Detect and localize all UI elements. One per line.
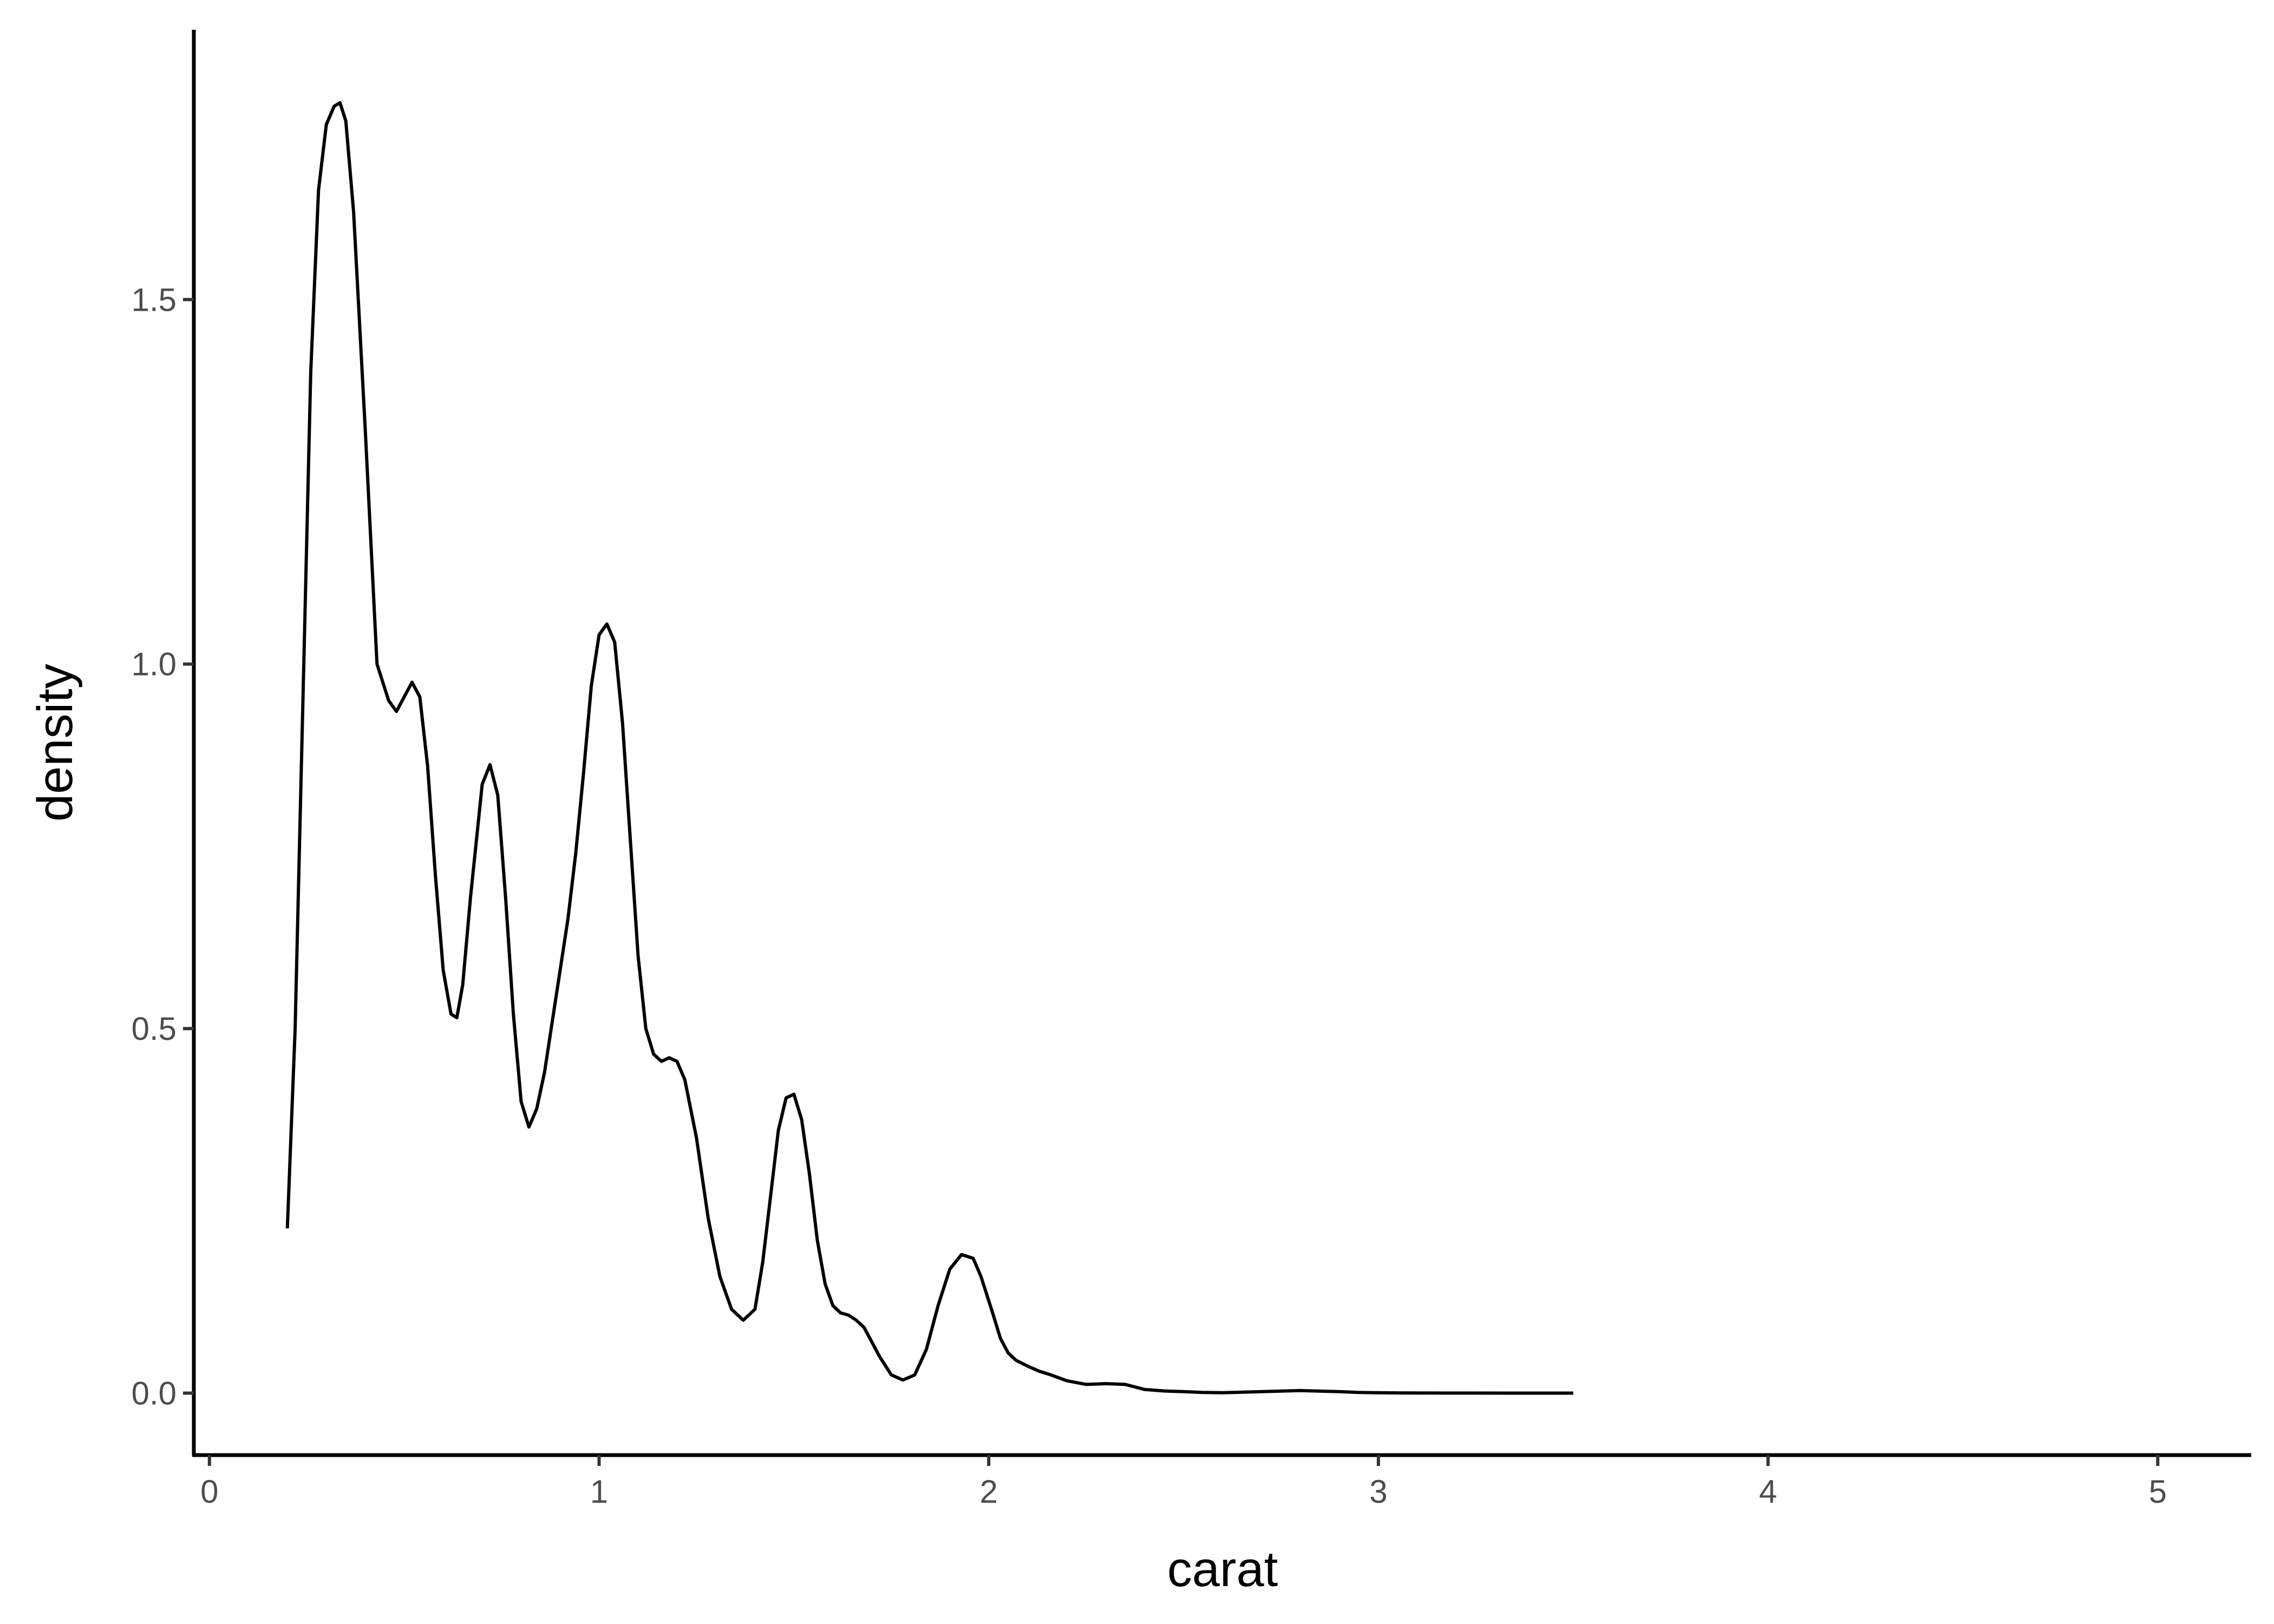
y-tick-label: 1.5 [132, 281, 177, 318]
x-tick-label: 2 [979, 1474, 997, 1510]
plot-area [285, 101, 1573, 1395]
y-tick-label: 0.0 [132, 1376, 177, 1412]
x-tick-label: 4 [1759, 1474, 1777, 1510]
x-tick-label: 1 [590, 1474, 608, 1510]
y-tick-label: 1.0 [132, 646, 177, 683]
x-axis-title: carat [1167, 1542, 1278, 1597]
density-line [285, 101, 1573, 1395]
y-tick-label: 0.5 [132, 1011, 177, 1047]
x-tick-label: 0 [200, 1474, 218, 1510]
x-tick-label: 5 [2149, 1474, 2167, 1510]
axes: 0 1 2 3 4 5 0.0 0.5 1.0 1.5 [132, 30, 2251, 1510]
x-tick-label: 3 [1369, 1474, 1387, 1510]
y-axis-title: density [28, 664, 83, 822]
